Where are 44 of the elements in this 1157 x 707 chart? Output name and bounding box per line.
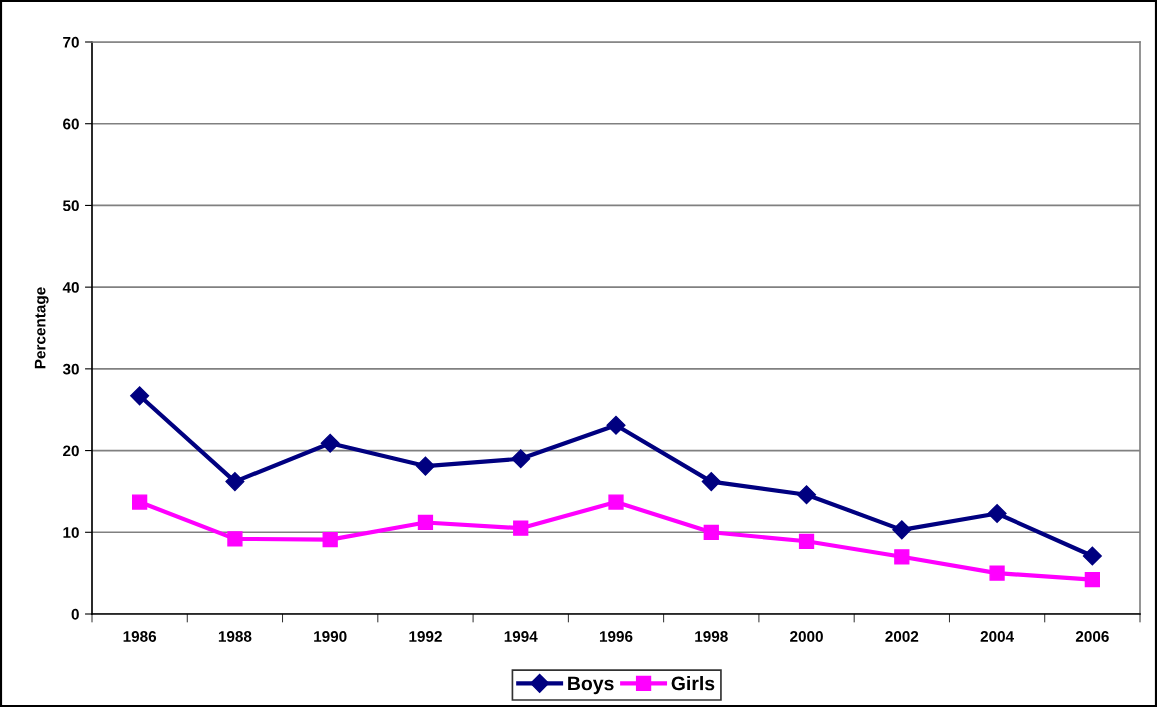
point [606,415,626,435]
point [322,532,338,548]
point [608,494,624,510]
point [417,514,434,531]
point [320,433,340,453]
y-tick-label: 10 [63,527,79,538]
y-tick-label: 20 [63,445,79,457]
point [415,456,435,476]
point [797,485,817,505]
y-tick-label: 40 [62,282,79,293]
point [1082,546,1102,566]
x-tick-label: 2000 [790,631,823,642]
point [701,472,721,492]
x-tick-label: 1998 [695,631,728,642]
point [989,565,1005,581]
x-tick-label: 2004 [980,631,1014,642]
point [892,520,912,540]
y-tick-label: 0 [71,608,79,620]
x-tick-label: 1988 [218,631,252,642]
x-tick-label: 2002 [885,631,919,642]
legend-label: Girls [671,676,715,691]
y-axis-title: Percentage [34,287,49,369]
x-tick-label: 1996 [599,631,633,642]
x-tick-label: 2006 [1075,631,1109,642]
point [798,533,815,549]
point [894,549,910,565]
point [225,472,245,492]
point [227,531,243,547]
legend-label: Boys [568,676,614,695]
y-tick-label: 50 [62,200,79,212]
point [130,386,150,406]
x-tick-label: 1990 [314,631,347,642]
y-tick-label: 70 [63,36,79,48]
point [987,503,1007,524]
y-tick-label: 60 [63,118,79,130]
point [131,494,148,510]
x-tick-label: 1994 [504,631,538,642]
x-tick-label: 1986 [123,631,157,642]
point [703,524,719,540]
point [511,449,531,469]
point [1084,572,1101,588]
point [513,520,529,536]
x-tick-label: 1992 [409,631,442,642]
y-tick-label: 30 [62,363,79,375]
